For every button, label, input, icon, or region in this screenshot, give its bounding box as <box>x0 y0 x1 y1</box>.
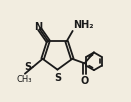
Text: S: S <box>24 62 31 72</box>
Text: S: S <box>54 73 61 83</box>
Text: N: N <box>34 22 42 32</box>
Text: O: O <box>80 76 89 86</box>
Text: NH₂: NH₂ <box>73 20 94 30</box>
Text: CH₃: CH₃ <box>17 75 32 84</box>
